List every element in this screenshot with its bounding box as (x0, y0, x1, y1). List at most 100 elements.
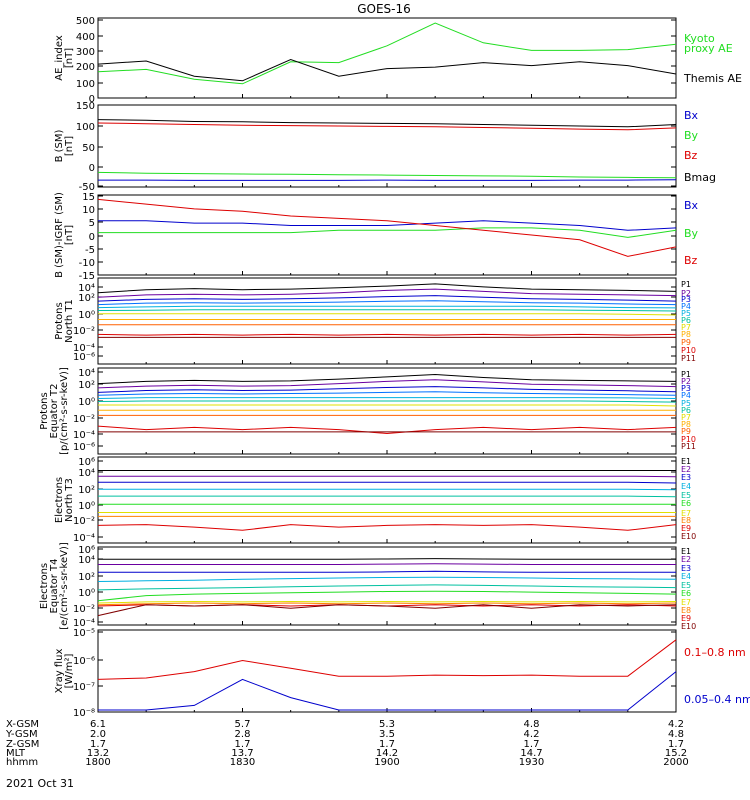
y-tick-label: 10⁻² (73, 326, 95, 337)
series-line-e3 (98, 570, 676, 573)
legend-entry: P11 (681, 442, 696, 451)
legend-entry: E8 (681, 606, 691, 615)
legend-entry: P8 (681, 330, 691, 339)
y-axis-label-line: B (SM) (54, 129, 65, 162)
y-tick-label: 100 (76, 122, 95, 133)
legend-entry: P5 (681, 399, 691, 408)
legend-entry: P10 (681, 346, 696, 355)
y-tick-label: 10⁻² (73, 414, 95, 425)
legend-entry: By (684, 129, 699, 142)
footer-value: 6.1 (90, 719, 106, 730)
y-tick-label: 10⁰ (78, 588, 95, 599)
footer-value: 1800 (85, 757, 110, 768)
y-axis-label-line: Protons (54, 302, 65, 339)
series-line-p4 (97, 391, 677, 396)
legend-entry: E1 (681, 457, 691, 466)
y-axis-label-line: [p/(cm²-s-sr-keV)] (59, 367, 70, 455)
series-line-bz (97, 122, 677, 131)
series-line-0.05–0.4-nm (98, 671, 677, 711)
legend-entry: E4 (681, 572, 691, 581)
series-line-e5 (97, 584, 677, 591)
legend-entry: P2 (681, 289, 691, 298)
series-line-themis-ae (97, 58, 677, 82)
footer-value: 1.7 (90, 739, 106, 750)
legend-entry: E3 (681, 564, 691, 573)
legend-entry: P6 (681, 316, 691, 325)
y-tick-label: 300 (76, 47, 95, 58)
y-tick-label: 10⁴ (78, 283, 95, 294)
series-line-e6 (97, 590, 677, 602)
y-tick-label: 10⁴ (78, 368, 95, 379)
y-tick-label: 10⁻⁴ (73, 533, 95, 544)
legend-entry: Themis AE (683, 72, 742, 85)
legend-entry: P2 (681, 377, 691, 386)
legend-entry: E8 (681, 516, 691, 525)
footer-value: 1.7 (524, 739, 540, 750)
panel-2: 150 100 50 0 -50 B (SM)[nT] Bx By Bz Bmag (54, 101, 716, 193)
series-line-bz (97, 198, 677, 257)
legend-entry: Bx (684, 109, 699, 122)
series-line-p10 (97, 333, 677, 336)
series-line-e2 (98, 475, 677, 478)
series-line-bx (98, 220, 677, 231)
y-axis-label: ElectronsEquator T4[e/(cm²-s-sr-keV)] (39, 542, 70, 630)
footer-row-label: X-GSM (6, 719, 39, 730)
chart-title: GOES-16 (357, 2, 411, 16)
y-axis-label-line: AE_index (54, 35, 65, 81)
y-axis-label-line: [e/(cm²-s-sr-keV)] (59, 542, 70, 630)
y-tick-label: 10⁻² (73, 604, 95, 615)
legend-entry: Bmag (684, 171, 716, 184)
legend-entry: E9 (681, 524, 691, 533)
legend-entry: Bz (684, 254, 698, 267)
series-line-kyoto-proxy-ae (97, 22, 677, 85)
y-axis-label-line: Equator T2 (49, 384, 60, 439)
footer-value: 5.7 (235, 719, 251, 730)
y-tick-label: 10⁴ (78, 468, 95, 479)
footer-value: 1.7 (379, 739, 395, 750)
legend-entry: E7 (681, 598, 691, 607)
footer-value: 2000 (663, 757, 688, 768)
panel-frame (97, 456, 677, 544)
y-tick-label: 10⁰ (78, 397, 95, 408)
legend-entry: P11 (681, 354, 696, 363)
legend-entry: P3 (681, 384, 691, 393)
y-axis-label: ProtonsNorth T1 (54, 299, 75, 343)
series-line-p5 (97, 305, 677, 309)
y-axis-label: ElectronsNorth T3 (54, 477, 75, 523)
footer-value: 14.2 (376, 748, 398, 759)
y-axis-label-line: Electrons (39, 563, 50, 609)
legend-entry: E5 (681, 581, 691, 590)
legend-entry: P1 (681, 280, 691, 289)
y-tick-label: 100 (76, 79, 95, 90)
y-axis-label-line: B (SM)-IGRF (SM) (54, 192, 65, 278)
footer-value: 14.7 (520, 748, 542, 759)
y-tick-label: 10⁻⁷ (73, 682, 95, 693)
y-tick-label: 10⁻⁴ (73, 618, 95, 629)
legend-entry: E9 (681, 614, 691, 623)
y-axis-label: Xray flux[W/m²] (54, 649, 75, 694)
footer-value: 1.7 (235, 739, 251, 750)
footer-value: 4.8 (524, 719, 540, 730)
footer-value: 3.5 (379, 729, 395, 740)
footer-value: 2.0 (90, 729, 106, 740)
y-axis-label: AE_index[nT] (54, 35, 75, 81)
legend-entry: E4 (681, 482, 691, 491)
y-axis-label-line: [nT] (64, 225, 75, 245)
series-line-e8 (97, 602, 677, 606)
y-axis-label-line: Electrons (54, 477, 65, 523)
y-axis-label-line: Protons (39, 392, 50, 429)
series-line-bmag (97, 119, 677, 128)
legend-entry: P8 (681, 420, 691, 429)
legend-entry: P3 (681, 295, 691, 304)
y-tick-label: 10⁻⁴ (73, 343, 95, 354)
footer-value: 2.8 (235, 729, 251, 740)
footer-value: 1900 (374, 757, 399, 768)
y-tick-label: 15 (82, 192, 95, 203)
legend-entry: Bx (684, 199, 699, 212)
legend-entry: P9 (681, 338, 691, 347)
series-line-p3 (97, 295, 677, 302)
y-tick-label: 10⁶ (78, 457, 95, 468)
